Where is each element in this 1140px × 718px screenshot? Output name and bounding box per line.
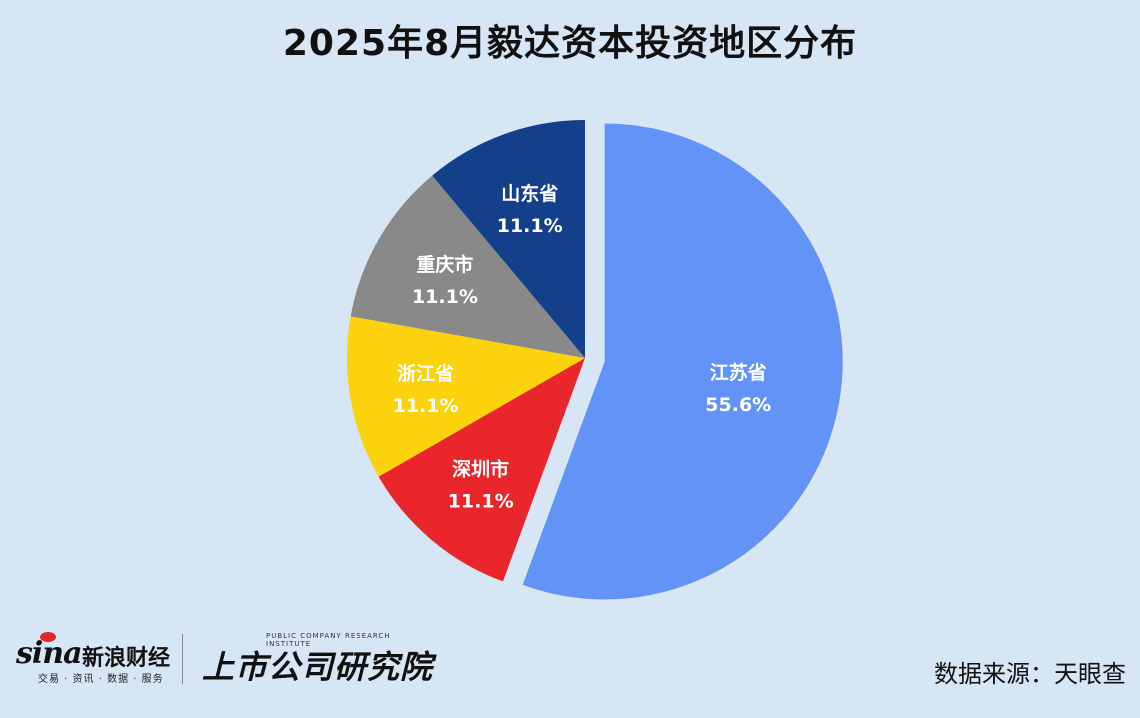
- slice-label-name-1: 深圳市: [452, 458, 509, 481]
- pie-slice-0: [522, 123, 843, 600]
- pie-slice-1: [378, 358, 585, 582]
- slice-label-name-3: 重庆市: [416, 253, 473, 276]
- data-source: 数据来源：天眼查: [934, 660, 1126, 688]
- pie-slice-3: [350, 175, 585, 358]
- slice-label-name-0: 江苏省: [710, 361, 767, 384]
- institute-english-name: PUBLIC COMPANY RESEARCH INSTITUTE: [266, 632, 391, 648]
- sina-logo: sina: [16, 636, 83, 671]
- slice-label-value-1: 11.1%: [448, 491, 514, 513]
- slice-label-name-4: 山东省: [501, 182, 558, 205]
- slice-label-name-2: 浙江省: [397, 362, 454, 385]
- sina-tagline: 交易 · 资讯 · 数据 · 服务: [38, 674, 164, 685]
- footer-divider: [182, 634, 183, 684]
- footer-branding: sina 新浪财经 交易 · 资讯 · 数据 · 服务 PUBLIC COMPA…: [16, 630, 436, 690]
- slice-label-value-2: 11.1%: [393, 395, 459, 417]
- pie-slice-4: [432, 120, 585, 358]
- sina-finance-name: 新浪财经: [82, 646, 171, 671]
- slice-label-value-4: 11.1%: [497, 215, 563, 237]
- slice-label-value-3: 11.1%: [412, 286, 478, 308]
- institute-logo: 上市公司研究院: [202, 648, 434, 686]
- slice-label-value-0: 55.6%: [705, 394, 771, 416]
- sina-eye-icon: [40, 632, 56, 642]
- pie-slice-2: [347, 316, 585, 477]
- chart-title: 2025年8月毅达资本投资地区分布: [282, 23, 858, 64]
